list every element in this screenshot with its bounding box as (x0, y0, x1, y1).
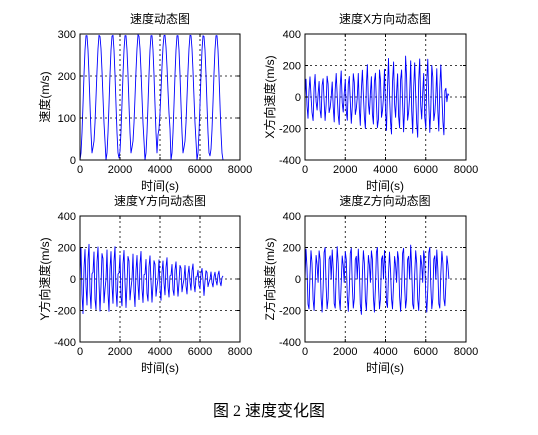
y-tick-label: 200 (283, 243, 301, 255)
chart-title: 速度Y方向动态图 (114, 193, 206, 208)
y-tick-label: -400 (279, 337, 301, 349)
y-tick-label: -200 (54, 306, 76, 318)
y-tick-label: 0 (295, 92, 301, 104)
subplot-x-velocity: 速度X方向动态图 时间(s) X方向速度(m/s) 0 2000 4000 6000 8… (262, 11, 478, 193)
series-line (80, 243, 224, 315)
series-line (80, 34, 224, 160)
y-tick-label: 200 (58, 243, 76, 255)
series-line (305, 55, 450, 138)
y-tick-label: 200 (283, 61, 301, 73)
x-tick-label: 4000 (373, 346, 397, 358)
x-tick-label: 0 (77, 164, 83, 176)
subplot-z-velocity: 速度Z方向动态图 时间(s) Z方向速度(m/s) 0 2000 4000 6000 8… (262, 193, 478, 375)
figure-caption: 图 2 速度变化图 (213, 402, 325, 420)
x-tick-label: 8000 (228, 164, 252, 176)
x-tick-label: 8000 (454, 346, 478, 358)
y-tick-label: -400 (54, 337, 76, 349)
x-tick-label: 2000 (108, 164, 132, 176)
x-tick-label: 0 (302, 164, 308, 176)
chart-title: 速度动态图 (130, 11, 190, 26)
y-tick-label: 0 (295, 274, 301, 286)
x-tick-label: 6000 (414, 164, 438, 176)
x-axis-label: 时间(s) (366, 361, 404, 375)
chart-title: 速度X方向动态图 (339, 11, 431, 26)
y-tick-label: 0 (70, 155, 76, 167)
y-tick-label: 200 (58, 71, 76, 83)
y-axis-label: X方向速度(m/s) (262, 55, 277, 138)
subplot-y-velocity: 速度Y方向动态图 时间(s) Y方向速度(m/s) 0 2000 4000 6000 8… (37, 193, 252, 375)
y-axis-label: Y方向速度(m/s) (37, 237, 52, 320)
y-tick-label: 0 (70, 274, 76, 286)
y-tick-label: -200 (279, 124, 301, 136)
y-tick-label: 300 (58, 29, 76, 41)
y-tick-label: -400 (279, 155, 301, 167)
y-axis-label: Z方向速度(m/s) (262, 238, 277, 321)
x-tick-label: 2000 (333, 346, 357, 358)
x-tick-label: 4000 (148, 164, 172, 176)
y-tick-label: 400 (283, 211, 301, 223)
x-tick-label: 2000 (108, 346, 132, 358)
x-tick-label: 4000 (148, 346, 172, 358)
x-tick-label: 0 (77, 346, 83, 358)
y-axis-label: 速度(m/s) (37, 71, 52, 122)
y-tick-label: 400 (58, 211, 76, 223)
y-tick-label: 100 (58, 113, 76, 125)
x-tick-label: 8000 (454, 164, 478, 176)
x-axis-label: 时间(s) (366, 179, 404, 193)
x-tick-label: 6000 (188, 164, 212, 176)
series-line (305, 244, 450, 315)
x-tick-label: 2000 (333, 164, 357, 176)
x-tick-label: 4000 (373, 164, 397, 176)
y-tick-label: -200 (279, 306, 301, 318)
chart-title: 速度Z方向动态图 (339, 193, 430, 208)
y-tick-label: 400 (283, 29, 301, 41)
x-tick-label: 8000 (228, 346, 252, 358)
x-tick-label: 6000 (188, 346, 212, 358)
x-tick-label: 0 (302, 346, 308, 358)
x-tick-label: 6000 (414, 346, 438, 358)
x-axis-label: 时间(s) (141, 361, 179, 375)
x-axis-label: 时间(s) (141, 179, 179, 193)
subplot-speed: 速度动态图 时间(s) 速度(m/s) 0 2000 4000 6000 8000 0 10… (37, 11, 252, 193)
